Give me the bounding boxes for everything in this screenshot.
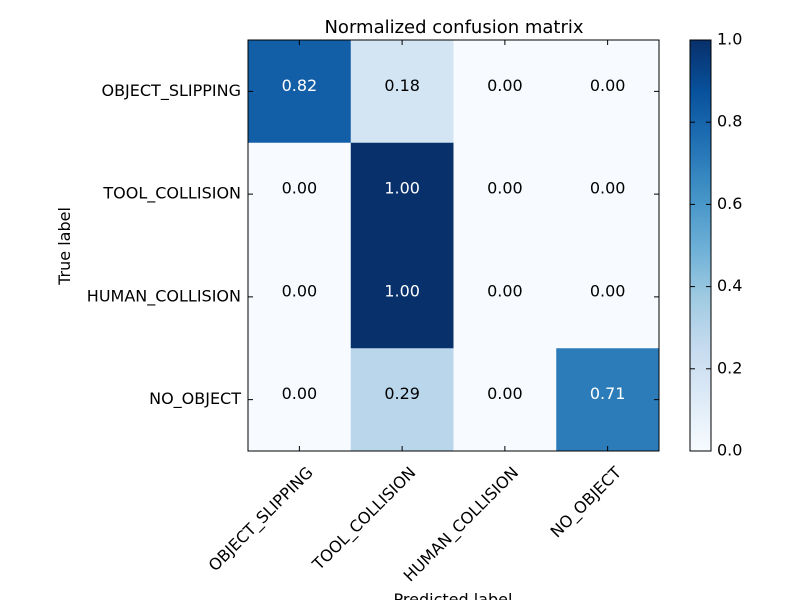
heatmap-cell xyxy=(248,245,352,349)
heatmap-cell xyxy=(350,245,454,349)
cell-value-label: 0.82 xyxy=(282,76,318,95)
y-tick-label: HUMAN_COLLISION xyxy=(87,286,241,306)
cell-value-label: 0.00 xyxy=(282,281,318,300)
heatmap-cell xyxy=(248,142,352,246)
cell-value-label: 0.00 xyxy=(487,384,523,403)
cell-value-label: 0.18 xyxy=(384,76,420,95)
chart-title: Normalized confusion matrix xyxy=(324,17,583,38)
x-tick-label: OBJECT_SLIPPING xyxy=(205,463,318,576)
cell-value-label: 0.00 xyxy=(590,76,626,95)
x-tick-label: HUMAN_COLLISION xyxy=(400,463,523,586)
axis-ticks xyxy=(248,40,659,451)
cell-value-label: 0.00 xyxy=(590,281,626,300)
colorbar xyxy=(689,39,712,452)
y-tick-label: TOOL_COLLISION xyxy=(102,184,241,204)
y-axis-label: True label xyxy=(55,207,74,286)
cell-value-label: 0.00 xyxy=(487,179,523,198)
heatmap-cell-labels: 0.82 0.18 0.00 0.00 0.00 1.00 0.00 0.00 0.00 1.00… xyxy=(282,76,626,403)
heatmap-cell xyxy=(453,142,557,246)
heatmap-cell xyxy=(350,40,454,144)
y-tick-labels: OBJECT_SLIPPING TOOL_COLLISION HUMAN_COLLI… xyxy=(87,81,241,409)
cell-value-label: 0.00 xyxy=(487,76,523,95)
heatmap-cell xyxy=(453,245,557,349)
y-tick-label: OBJECT_SLIPPING xyxy=(101,81,241,101)
colorbar-tick-label: 0.0 xyxy=(717,441,742,460)
heatmap-cell xyxy=(556,142,660,246)
heatmap-cells xyxy=(248,40,660,452)
heatmap-cell xyxy=(248,348,352,452)
y-tick-label: NO_OBJECT xyxy=(149,389,241,409)
x-tick-label: NO_OBJECT xyxy=(547,463,626,542)
x-tick-label: TOOL_COLLISION xyxy=(308,463,420,575)
cell-value-label: 0.00 xyxy=(282,384,318,403)
x-axis-label: Predicted label xyxy=(394,590,513,600)
heatmap-cell xyxy=(453,348,557,452)
cell-value-label: 0.00 xyxy=(590,179,626,198)
cell-value-label: 1.00 xyxy=(384,179,420,198)
colorbar-tick-label: 0.4 xyxy=(717,276,742,295)
cell-value-label: 0.00 xyxy=(487,281,523,300)
heatmap-cell xyxy=(453,40,557,144)
heatmap-cell xyxy=(556,245,660,349)
heatmap-cell xyxy=(248,40,352,144)
plot-frame xyxy=(247,39,660,452)
cell-value-label: 0.29 xyxy=(384,384,420,403)
x-tick-labels: OBJECT_SLIPPINGTOOL_COLLISIONHUMAN_COLLI… xyxy=(205,463,626,586)
colorbar-tick-label: 0.8 xyxy=(717,112,742,131)
heatmap-cell xyxy=(350,142,454,246)
colorbar-ticks: 0.0 0.2 0.4 0.6 0.8 1.0 xyxy=(690,30,742,460)
cell-value-label: 0.71 xyxy=(590,384,626,403)
heatmap-cell xyxy=(556,40,660,144)
cell-value-label: 0.00 xyxy=(282,179,318,198)
heatmap-cell xyxy=(556,348,660,452)
colorbar-tick-label: 0.2 xyxy=(717,358,742,377)
cell-value-label: 1.00 xyxy=(384,281,420,300)
colorbar-tick-label: 1.0 xyxy=(717,30,742,49)
colorbar-tick-label: 0.6 xyxy=(717,194,742,213)
heatmap-cell xyxy=(350,348,454,452)
